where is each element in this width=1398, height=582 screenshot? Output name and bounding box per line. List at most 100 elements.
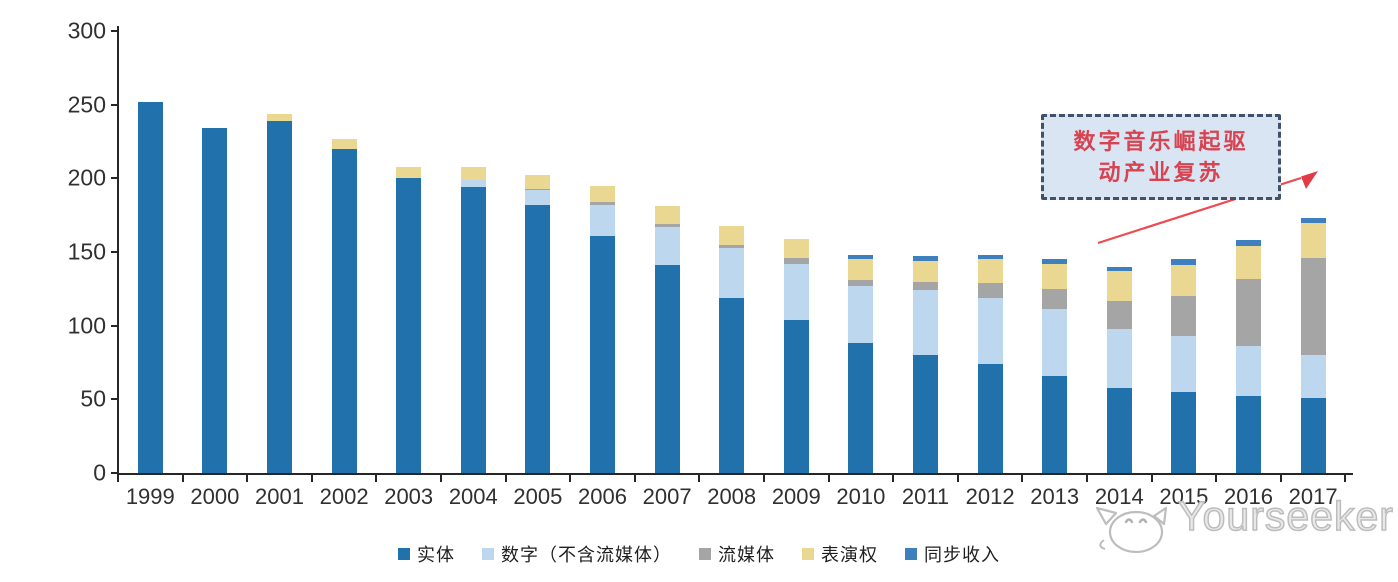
x-axis-tick xyxy=(698,475,701,482)
legend-swatch-streaming xyxy=(699,548,711,560)
bar-2007-performance-rights xyxy=(654,206,680,225)
bar-2011-digital-ex-streaming xyxy=(913,290,938,356)
bar-2010-streaming xyxy=(848,280,874,286)
bar-2012-physical xyxy=(977,363,1003,473)
bar-2000-physical xyxy=(202,128,228,473)
bar-2016-digital-ex-streaming xyxy=(1236,346,1261,397)
bar-2002-performance-rights xyxy=(331,138,357,149)
bar-2009-physical xyxy=(783,319,809,473)
x-axis-label-2005: 2005 xyxy=(513,484,563,509)
y-axis-tick xyxy=(111,472,118,474)
x-axis-tick xyxy=(1150,475,1153,482)
bar-2004-performance-rights xyxy=(460,166,486,180)
bar-2016-streaming xyxy=(1236,278,1261,347)
bar-2009-performance-rights xyxy=(783,238,809,258)
x-axis-label-2006: 2006 xyxy=(578,484,627,509)
y-axis-tick xyxy=(111,30,118,32)
bar-2012-digital-ex-streaming xyxy=(977,297,1003,364)
bar-2010-sync-revenue xyxy=(848,254,874,260)
legend-item-sync-revenue: 同步收入 xyxy=(905,541,1000,567)
x-axis-label-2000: 2000 xyxy=(190,484,240,509)
y-axis-label: 0 xyxy=(93,459,106,486)
x-axis-tick xyxy=(1086,475,1088,482)
bar-2009 xyxy=(783,238,809,473)
bar-2004-digital-ex-streaming xyxy=(460,179,486,188)
y-axis-label: 300 xyxy=(67,17,106,44)
cat-logo-icon xyxy=(1095,506,1168,554)
x-axis-tick xyxy=(246,475,249,482)
y-axis-tick xyxy=(111,177,118,180)
bar-2017-streaming xyxy=(1300,257,1326,356)
bar-2017-physical xyxy=(1300,397,1326,473)
x-axis-tick xyxy=(569,475,572,482)
x-axis-label-2012: 2012 xyxy=(965,484,1015,509)
legend-label-streaming: 流媒体 xyxy=(718,545,775,565)
x-axis-label-2015: 2015 xyxy=(1159,484,1209,509)
x-axis-tick xyxy=(117,475,119,482)
x-axis-tick xyxy=(1021,475,1024,482)
x-axis-tick xyxy=(504,475,507,482)
x-axis-tick xyxy=(827,475,830,482)
x-axis-tick xyxy=(1215,475,1218,482)
bar-2013-physical xyxy=(1042,375,1068,473)
bar-2001-physical xyxy=(267,120,292,473)
legend-label-sync-revenue: 同步收入 xyxy=(924,545,1000,565)
bar-2006 xyxy=(590,185,615,473)
x-axis-tick xyxy=(1279,475,1282,482)
annotation-text-line1: 数字音乐崛起驱 xyxy=(1073,129,1249,154)
y-axis-label: 250 xyxy=(67,91,106,118)
x-axis-tick xyxy=(440,475,442,482)
x-axis-label-2003: 2003 xyxy=(384,484,434,509)
bar-2002 xyxy=(331,138,357,473)
bar-2015 xyxy=(1171,259,1197,473)
legend-item-performance-rights: 表演权 xyxy=(802,541,878,567)
bar-2013-streaming xyxy=(1042,288,1068,310)
bar-2008-streaming xyxy=(719,244,745,248)
bar-2009-digital-ex-streaming xyxy=(783,263,809,320)
bar-2008-physical xyxy=(719,297,745,473)
bar-2005-digital-ex-streaming xyxy=(525,190,551,205)
bar-1999-physical xyxy=(137,101,163,473)
bar-2001-performance-rights xyxy=(267,113,292,121)
bar-2009-streaming xyxy=(783,257,809,264)
bar-2011-performance-rights xyxy=(913,260,938,282)
bar-2010-digital-ex-streaming xyxy=(848,285,874,344)
x-axis-label-2014: 2014 xyxy=(1094,484,1144,509)
bar-2014-streaming xyxy=(1106,300,1132,329)
bar-2014-digital-ex-streaming xyxy=(1106,328,1132,388)
bar-2007-digital-ex-streaming xyxy=(654,226,680,266)
y-axis-label: 50 xyxy=(80,385,106,412)
legend-label-performance-rights: 表演权 xyxy=(821,545,878,565)
bar-2013-performance-rights xyxy=(1042,263,1068,289)
x-axis-label-2007: 2007 xyxy=(642,484,692,509)
bar-2007-physical xyxy=(654,265,680,473)
bar-2006-performance-rights xyxy=(590,185,615,202)
legend-swatch-digital-ex-streaming xyxy=(482,548,494,560)
bar-2016 xyxy=(1236,240,1261,473)
x-axis-label-2008: 2008 xyxy=(707,484,757,509)
y-axis xyxy=(117,26,119,475)
bar-2012-streaming xyxy=(977,282,1003,298)
x-axis-tick xyxy=(375,475,378,482)
bar-2002-physical xyxy=(331,148,357,473)
watermark-text: Yourseeker xyxy=(1177,493,1394,539)
bar-2006-digital-ex-streaming xyxy=(590,204,615,236)
x-axis-label-2016: 2016 xyxy=(1224,484,1273,509)
bar-2016-physical xyxy=(1236,396,1261,473)
bar-2012 xyxy=(977,255,1003,473)
bar-2014-performance-rights xyxy=(1106,271,1132,301)
bar-2016-performance-rights xyxy=(1236,246,1261,279)
legend-item-physical: 实体 xyxy=(398,541,455,567)
x-axis-label-2011: 2011 xyxy=(901,484,950,509)
x-axis xyxy=(117,473,1353,475)
bar-2005-performance-rights xyxy=(525,175,551,189)
x-axis-label-2017: 2017 xyxy=(1288,484,1338,509)
legend-item-digital-ex-streaming: 数字（不含流媒体） xyxy=(482,541,672,567)
legend-swatch-sync-revenue xyxy=(905,548,917,560)
bar-2013-sync-revenue xyxy=(1042,259,1068,264)
annotation-text-line2: 动产业复苏 xyxy=(1098,160,1224,185)
y-axis-tick xyxy=(111,324,118,327)
bar-2012-performance-rights xyxy=(977,259,1003,283)
x-axis-tick xyxy=(956,475,959,482)
